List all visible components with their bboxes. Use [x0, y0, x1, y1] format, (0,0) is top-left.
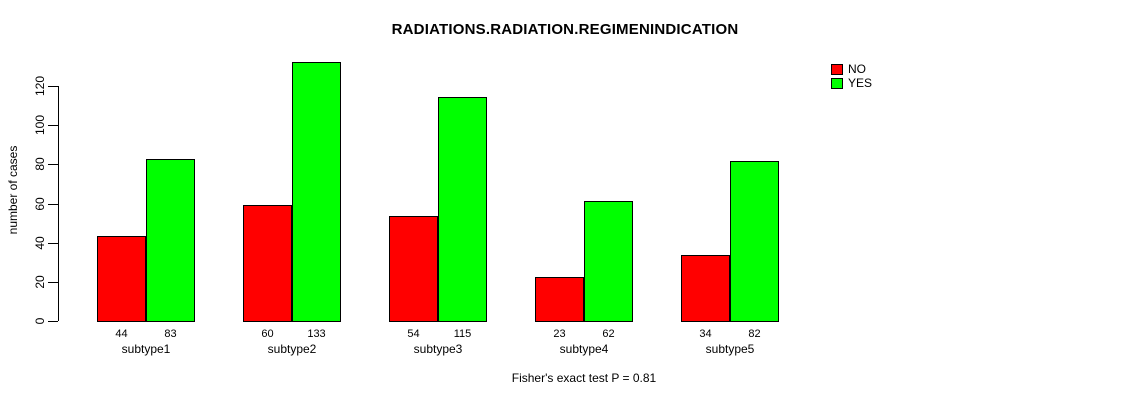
legend-item: YES [831, 77, 872, 90]
legend-swatch [831, 78, 843, 89]
bar-no-subtype2 [243, 205, 292, 322]
bar-value-label: 82 [748, 328, 761, 340]
legend-swatch [831, 64, 843, 75]
category-label: subtype1 [121, 342, 171, 356]
bar-value-label: 34 [699, 328, 712, 340]
y-axis-tick [48, 125, 58, 126]
bar-value-label: 23 [553, 328, 566, 340]
y-axis-label: number of cases [6, 145, 20, 235]
y-axis [58, 86, 59, 321]
bar-value-label: 44 [115, 328, 128, 340]
bar-yes-subtype4 [584, 201, 633, 322]
bar-yes-subtype1 [146, 159, 195, 322]
chart-title: RADIATIONS.RADIATION.REGIMENINDICATION [391, 21, 739, 38]
bar-value-label: 62 [602, 328, 615, 340]
legend-label: YES [848, 76, 873, 90]
y-axis-tick-label: 120 [33, 75, 47, 97]
y-axis-tick-label: 100 [33, 114, 47, 136]
legend: NO YES [831, 63, 872, 91]
legend-item: NO [831, 63, 872, 76]
bar-value-label: 54 [407, 328, 420, 340]
legend-label: NO [848, 62, 866, 76]
category-label: subtype3 [413, 342, 463, 356]
bar-value-label: 133 [307, 328, 326, 340]
y-axis-tick [48, 86, 58, 87]
bar-no-subtype4 [535, 277, 584, 322]
category-label: subtype5 [705, 342, 755, 356]
y-axis-tick-label: 0 [33, 317, 47, 325]
y-axis-tick-label: 20 [33, 275, 47, 289]
bar-value-label: 60 [261, 328, 274, 340]
fisher-test-annotation: Fisher's exact test P = 0.81 [511, 371, 657, 385]
y-axis-tick [48, 243, 58, 244]
category-label: subtype4 [559, 342, 609, 356]
category-label: subtype2 [267, 342, 317, 356]
bar-no-subtype3 [389, 216, 438, 322]
y-axis-tick [48, 204, 58, 205]
bar-value-label: 83 [164, 328, 177, 340]
bar-yes-subtype5 [730, 161, 779, 322]
y-axis-tick-label: 80 [33, 157, 47, 171]
bar-yes-subtype3 [438, 97, 487, 322]
y-axis-tick-label: 60 [33, 197, 47, 211]
bar-yes-subtype2 [292, 62, 341, 322]
bar-value-label: 115 [453, 328, 472, 340]
y-axis-tick [48, 321, 58, 322]
y-axis-tick-label: 40 [33, 236, 47, 250]
y-axis-tick [48, 164, 58, 165]
bar-no-subtype5 [681, 255, 730, 322]
y-axis-tick [48, 282, 58, 283]
bar-no-subtype1 [97, 236, 146, 322]
